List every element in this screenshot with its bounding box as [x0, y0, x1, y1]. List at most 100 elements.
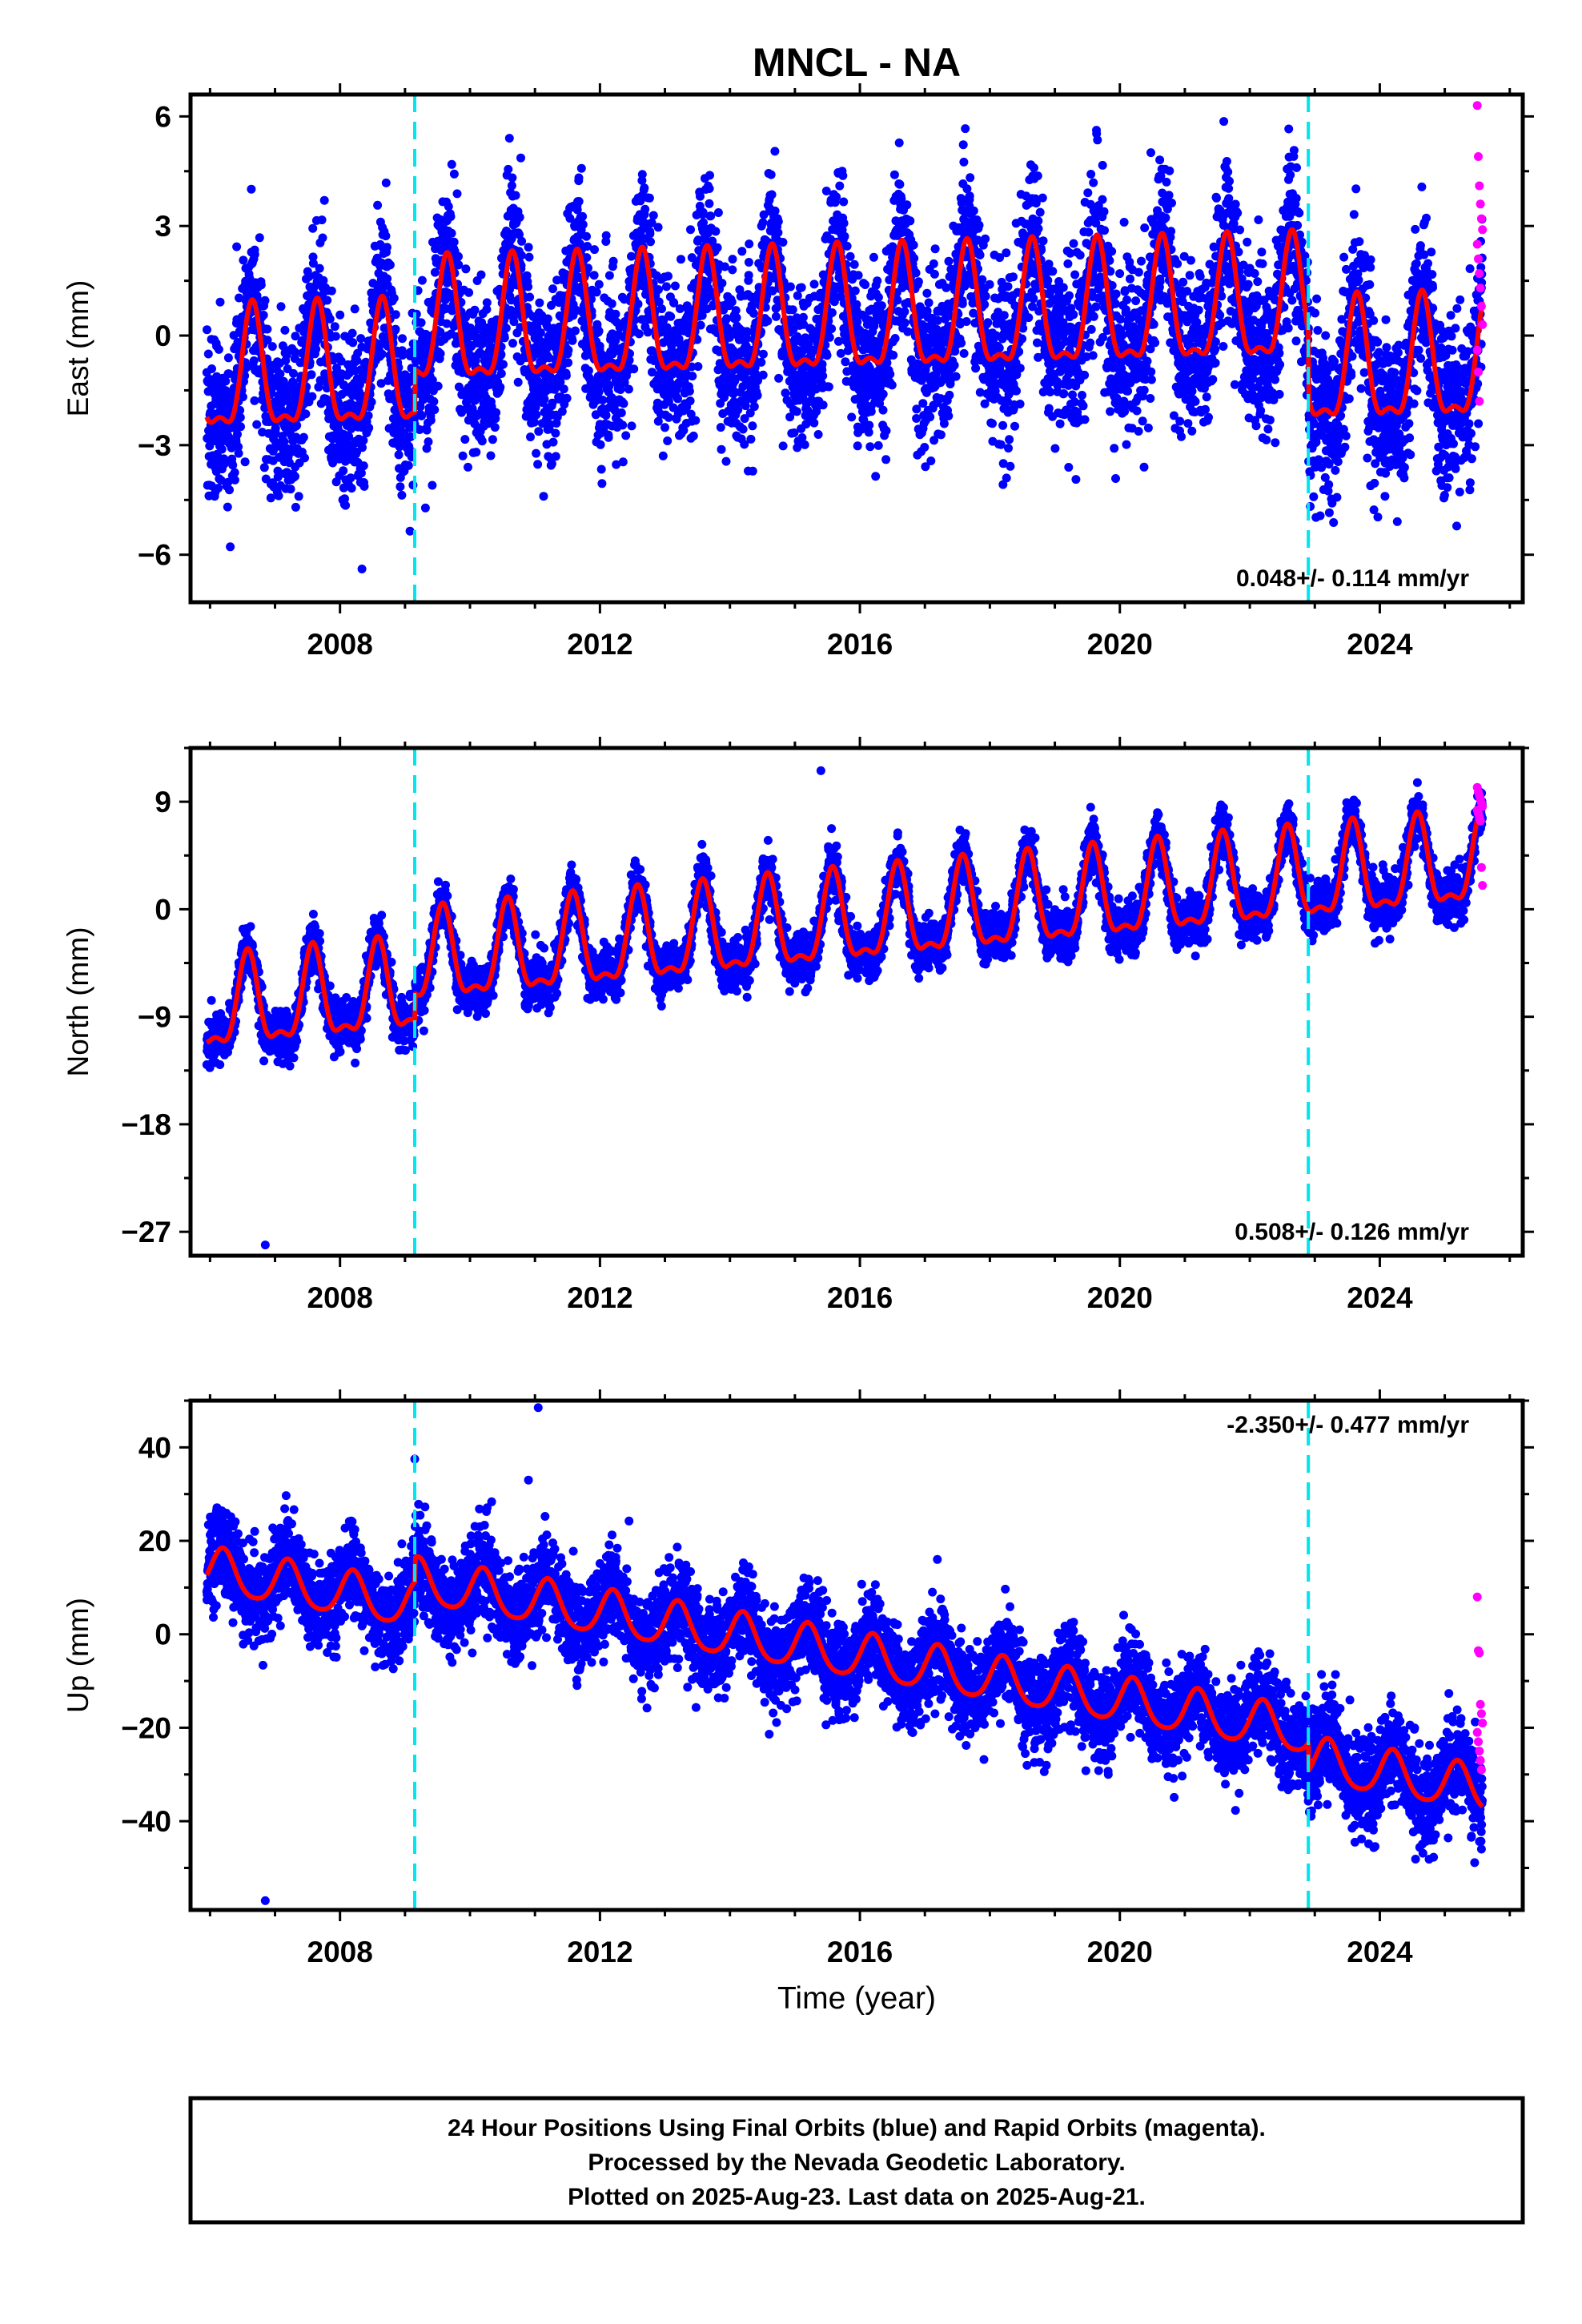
- final-position-point: [1034, 224, 1043, 233]
- final-position-point: [496, 369, 506, 378]
- final-position-point: [1089, 178, 1098, 187]
- final-position-point: [436, 349, 445, 359]
- final-position-point: [364, 423, 374, 432]
- final-position-point: [292, 420, 302, 430]
- final-position-point: [325, 314, 335, 324]
- final-position-point: [217, 444, 227, 454]
- final-position-point: [548, 284, 557, 294]
- final-position-point: [559, 384, 568, 394]
- final-position-point: [975, 251, 985, 259]
- final-position-point: [652, 398, 662, 408]
- final-position-point: [727, 297, 737, 307]
- final-position-point: [458, 451, 468, 460]
- final-position-point: [464, 287, 474, 297]
- final-position-point: [824, 382, 833, 392]
- final-position-point: [1080, 415, 1090, 424]
- final-position-point: [551, 452, 560, 461]
- final-position-point: [273, 472, 283, 482]
- final-position-point: [881, 455, 891, 464]
- final-position-point: [589, 271, 599, 280]
- final-position-point: [348, 338, 358, 348]
- final-position-point: [461, 264, 471, 274]
- final-position-point: [596, 464, 606, 474]
- final-position-point: [436, 328, 445, 337]
- final-position-point: [930, 244, 940, 254]
- final-position-point: [634, 329, 644, 339]
- final-position-point: [452, 189, 462, 199]
- final-position-point: [728, 255, 737, 264]
- final-position-point: [1005, 435, 1014, 444]
- final-position-point: [417, 275, 427, 285]
- final-position-point: [959, 157, 969, 167]
- final-position-point: [729, 386, 738, 396]
- final-position-point: [250, 250, 259, 259]
- final-position-point: [653, 416, 663, 426]
- final-position-point: [965, 191, 974, 201]
- final-position-point: [998, 420, 1008, 430]
- final-position-point: [789, 428, 799, 437]
- final-position-point: [279, 376, 288, 386]
- final-position-point: [511, 191, 520, 200]
- final-position-point: [256, 280, 266, 290]
- final-position-point: [1080, 370, 1090, 380]
- final-position-point: [939, 419, 949, 428]
- final-position-point: [661, 423, 669, 432]
- final-position-point: [524, 243, 533, 252]
- final-position-point: [662, 323, 672, 332]
- final-position-point: [279, 437, 289, 446]
- final-position-point: [793, 291, 802, 300]
- final-position-point: [406, 432, 416, 441]
- final-position-point: [1002, 248, 1011, 258]
- final-position-point: [1086, 338, 1095, 348]
- final-position-point: [909, 254, 919, 263]
- final-position-point: [447, 228, 456, 238]
- final-position-point: [894, 138, 904, 147]
- final-position-point: [470, 305, 480, 315]
- final-position-point: [291, 472, 299, 481]
- final-position-point: [359, 461, 368, 471]
- final-position-point: [509, 317, 519, 327]
- final-position-point: [675, 304, 685, 313]
- final-position-point: [839, 219, 849, 228]
- final-position-point: [1075, 251, 1085, 260]
- final-position-point: [561, 371, 571, 380]
- final-position-point: [1110, 299, 1120, 308]
- final-position-point: [850, 286, 860, 296]
- final-position-point: [235, 293, 243, 303]
- final-position-point: [748, 421, 757, 431]
- final-position-point: [696, 191, 705, 201]
- chart-title: MNCL - NA: [753, 40, 961, 85]
- final-position-point: [486, 451, 496, 460]
- final-position-point: [583, 242, 592, 251]
- final-position-point: [308, 259, 318, 268]
- final-position-point: [747, 300, 757, 310]
- final-position-point: [745, 408, 755, 418]
- final-position-point: [513, 377, 523, 387]
- final-position-point: [584, 366, 593, 376]
- final-position-point: [1015, 364, 1025, 373]
- final-position-point: [618, 420, 628, 430]
- final-position-point: [920, 443, 930, 452]
- final-position-point: [1078, 391, 1086, 400]
- final-position-point: [290, 347, 299, 356]
- final-position-point: [214, 344, 223, 354]
- final-position-point: [429, 396, 439, 406]
- final-position-point: [873, 292, 883, 302]
- final-position-point: [531, 403, 540, 412]
- final-position-point: [705, 171, 714, 180]
- final-position-point: [578, 211, 588, 221]
- final-position-point: [944, 256, 954, 266]
- final-position-point: [263, 324, 272, 334]
- final-position-point: [594, 388, 604, 397]
- final-position-point: [454, 260, 464, 270]
- final-position-point: [226, 542, 235, 552]
- final-position-point: [247, 184, 256, 194]
- final-position-point: [758, 349, 768, 359]
- final-position-point: [845, 251, 855, 261]
- final-position-point: [637, 170, 647, 179]
- final-position-point: [236, 422, 245, 432]
- final-position-point: [889, 170, 899, 179]
- final-position-point: [957, 338, 966, 348]
- final-position-point: [1004, 444, 1013, 453]
- final-position-point: [357, 565, 367, 573]
